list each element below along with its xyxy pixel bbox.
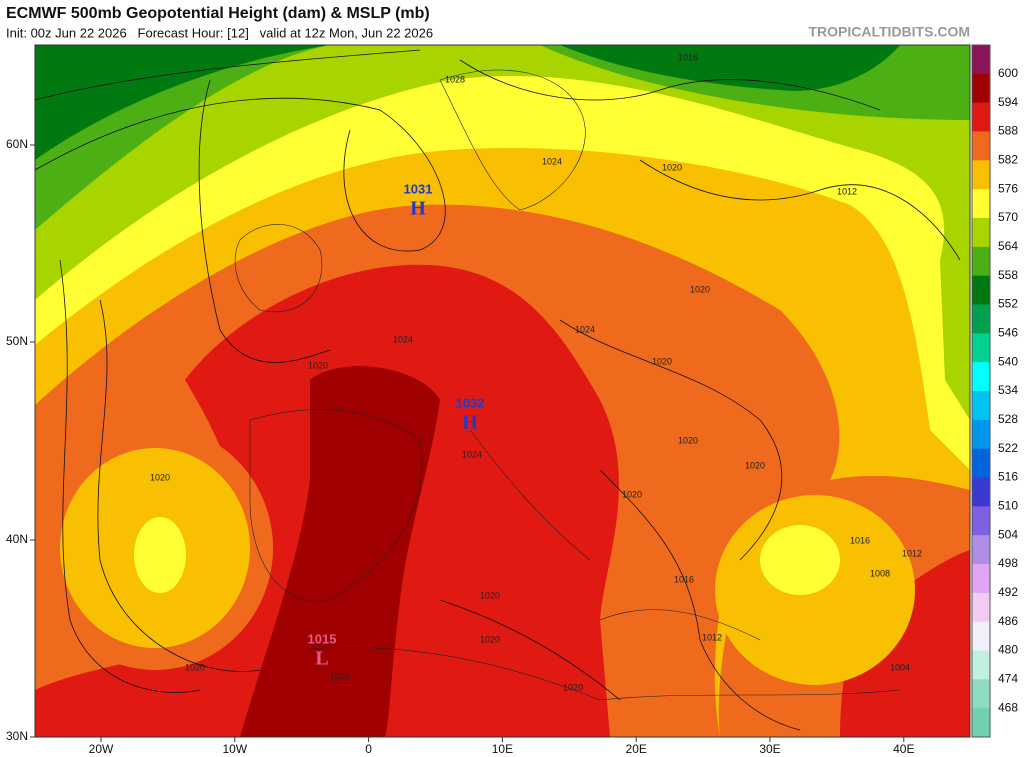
- colorbar-segment: [972, 391, 990, 421]
- colorbar-segment: [972, 535, 990, 565]
- pressure-letter: L: [315, 648, 328, 670]
- watermark: TROPICALTIDBITS.COM: [808, 24, 970, 40]
- contour-label: 1024: [542, 156, 562, 166]
- contour-label: 1016: [850, 535, 870, 545]
- contour-label: 1004: [890, 662, 910, 672]
- colorbar-label: 534: [998, 383, 1018, 397]
- colorbar-segment: [972, 189, 990, 219]
- contour-label: 1020: [678, 435, 698, 445]
- colorbar-segment: [972, 419, 990, 450]
- colorbar-segment: [972, 506, 990, 536]
- contour-label: 1020: [480, 590, 500, 600]
- contour-label: 1020: [563, 682, 583, 692]
- colorbar-label: 510: [998, 499, 1018, 513]
- colorbar-segment: [972, 362, 990, 392]
- colorbar-segment: [972, 477, 990, 507]
- colorbar-label: 480: [998, 643, 1018, 657]
- contour-label: 1020: [652, 356, 672, 366]
- colorbar-label: 558: [998, 268, 1018, 282]
- subtitle: Init: 00z Jun 22 2026 Forecast Hour: [12…: [6, 25, 433, 40]
- lon-label: 0: [365, 742, 372, 756]
- colorbar-label: 528: [998, 412, 1018, 426]
- lat-label: 50N: [6, 334, 28, 348]
- pressure-value: 1032: [456, 395, 485, 410]
- lat-label: 30N: [6, 729, 28, 743]
- lon-label: 20W: [89, 742, 114, 756]
- colorbar-label: 546: [998, 326, 1018, 340]
- contour-label: 1012: [902, 548, 922, 558]
- title: ECMWF 500mb Geopotential Height (dam) & …: [6, 5, 430, 22]
- contour-label: 1020: [480, 634, 500, 644]
- colorbar-segment: [972, 131, 990, 161]
- lon-label: 30E: [759, 742, 780, 756]
- colorbar-label: 540: [998, 354, 1018, 368]
- colorbar-label: 600: [998, 66, 1018, 80]
- colorbar-label: 564: [998, 239, 1018, 253]
- colorbar-segment: [972, 246, 990, 277]
- colorbar-label: 594: [998, 95, 1018, 109]
- colorbar-label: 486: [998, 614, 1018, 628]
- colorbar-segment: [972, 448, 990, 478]
- colorbar-label: 516: [998, 470, 1018, 484]
- colorbar-segment: [972, 102, 990, 132]
- colorbar-label: 498: [998, 556, 1018, 570]
- lat-label: 40N: [6, 532, 28, 546]
- contour-label: 1020: [330, 671, 350, 681]
- colorbar-segment: [972, 73, 990, 104]
- colorbar-label: 474: [998, 672, 1018, 686]
- colorbar-label: 522: [998, 441, 1018, 455]
- lon-label: 20E: [626, 742, 647, 756]
- lon-label: 10W: [222, 742, 247, 756]
- contour-label: 1016: [678, 52, 698, 62]
- contour-label: 1024: [575, 324, 595, 334]
- contour-label: 1012: [702, 632, 722, 642]
- contour-label: 1012: [837, 186, 857, 196]
- contour-label: 1024: [393, 334, 413, 344]
- colorbar-segment: [972, 45, 990, 75]
- contour-label: 1008: [870, 568, 890, 578]
- contour-label: 1016: [674, 574, 694, 584]
- colorbar-segment: [972, 564, 990, 594]
- contour-label: 1020: [662, 162, 682, 172]
- colorbar-segment: [972, 621, 990, 651]
- contour-label: 1020: [745, 460, 765, 470]
- contour-label: 1028: [445, 74, 465, 84]
- pressure-value: 1015: [308, 631, 337, 646]
- colorbar-frame: [971, 44, 991, 738]
- lat-label: 60N: [6, 137, 28, 151]
- colorbar-label: 582: [998, 153, 1018, 167]
- lon-label: 10E: [492, 742, 513, 756]
- colorbar-segment: [972, 592, 990, 623]
- contour-label: 1020: [308, 360, 328, 370]
- pressure-value: 1031: [404, 181, 433, 196]
- colorbar-segment: [972, 679, 990, 709]
- colorbar-label: 492: [998, 585, 1018, 599]
- contour-label: 1020: [150, 472, 170, 482]
- contour-label: 1020: [185, 662, 205, 672]
- colorbar-segment: [972, 650, 990, 680]
- colorbar-segment: [972, 708, 990, 738]
- colorbar-label: 468: [998, 700, 1018, 714]
- colorbar-segment: [972, 333, 990, 363]
- colorbar-segment: [972, 160, 990, 190]
- contour-label: 1024: [462, 449, 482, 459]
- colorbar-label: 552: [998, 297, 1018, 311]
- contour-label: 1020: [622, 489, 642, 499]
- lon-label: 40E: [893, 742, 914, 756]
- pressure-letter: H: [462, 412, 478, 434]
- pressure-letter: H: [410, 198, 426, 220]
- colorbar-label: 570: [998, 210, 1018, 224]
- colorbar-label: 588: [998, 124, 1018, 138]
- colorbar-segment: [972, 304, 990, 334]
- colorbar-segment: [972, 275, 990, 305]
- colorbar-segment: [972, 218, 990, 248]
- map: [35, 45, 970, 737]
- contour-label: 1020: [690, 284, 710, 294]
- colorbar-label: 504: [998, 527, 1018, 541]
- colorbar-label: 576: [998, 181, 1018, 195]
